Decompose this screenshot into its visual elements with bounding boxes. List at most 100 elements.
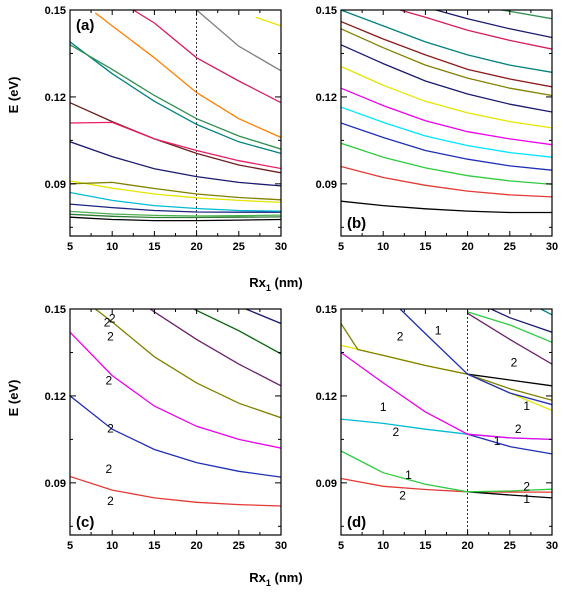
series-line xyxy=(489,309,552,333)
series-line xyxy=(341,20,552,88)
curve-label: 1 xyxy=(380,400,387,414)
series-line xyxy=(94,309,281,419)
series-line xyxy=(399,10,552,50)
series-line xyxy=(341,477,552,493)
series-line xyxy=(149,309,281,387)
x-tick-label: 15 xyxy=(419,241,431,253)
x-tick-label: 25 xyxy=(504,540,516,552)
series-line xyxy=(70,121,281,170)
curve-label: 1 xyxy=(435,324,442,338)
x-axis-title-subscript: 1 xyxy=(266,578,271,588)
y-tick-label: 0.15 xyxy=(316,5,337,17)
series-line xyxy=(70,102,281,174)
x-axis-title-subscript: 1 xyxy=(266,283,271,293)
curve-label: 2 xyxy=(105,374,112,388)
series-line xyxy=(70,395,281,478)
x-tick-label: 15 xyxy=(148,241,160,253)
curve-label: 2 xyxy=(511,356,518,370)
x-axis-title-main: Rx xyxy=(249,570,266,585)
x-tick-label: 10 xyxy=(106,540,118,552)
x-tick-label: 10 xyxy=(106,241,118,253)
x-tick-label: 20 xyxy=(190,540,202,552)
curve-label: 1 xyxy=(405,468,412,482)
x-tick-label: 25 xyxy=(233,241,245,253)
x-tick-label: 5 xyxy=(338,540,344,552)
series-line xyxy=(467,312,552,365)
series-line xyxy=(341,10,552,73)
x-tick-label: 20 xyxy=(190,241,202,253)
curve-label: 2 xyxy=(107,330,114,344)
series-line xyxy=(70,191,281,212)
series-line xyxy=(399,309,552,406)
x-tick-label: 5 xyxy=(67,241,73,253)
x-axis-title-bottom: Rx1 (nm) xyxy=(249,570,302,588)
series-line xyxy=(341,87,552,146)
x-tick-label: 10 xyxy=(377,540,389,552)
series-line xyxy=(70,203,281,213)
x-tick-label: 15 xyxy=(419,540,431,552)
plot-area xyxy=(70,10,281,236)
series-line xyxy=(244,309,281,325)
series-line xyxy=(341,65,552,129)
series-line xyxy=(70,475,281,507)
curve-label: 1 xyxy=(494,434,501,448)
plot-frame xyxy=(69,308,282,536)
x-axis-title-unit: (nm) xyxy=(271,570,303,585)
series-line xyxy=(341,344,552,412)
x-tick-label: 5 xyxy=(67,540,73,552)
y-tick-label: 0.15 xyxy=(45,5,66,17)
series-line xyxy=(539,309,552,316)
y-tick-label: 0.12 xyxy=(316,92,337,104)
y-tick-label: 0.12 xyxy=(45,391,66,403)
series-line xyxy=(255,16,281,27)
series-line xyxy=(341,122,552,171)
y-tick-label: 0.09 xyxy=(45,478,66,490)
series-line xyxy=(70,41,281,155)
panel-tag: (b) xyxy=(347,215,366,232)
series-line xyxy=(467,311,552,343)
series-line xyxy=(341,142,552,186)
x-axis-title-unit: (nm) xyxy=(271,275,303,290)
curve-label: 2 xyxy=(523,479,530,493)
x-tick-label: 30 xyxy=(546,540,558,552)
panel-b: 5 10 15 20 25 30 0.09 0.12 0.15 (b) xyxy=(316,5,559,253)
series-line xyxy=(467,373,552,387)
y-axis-title-top: E (eV) xyxy=(6,77,21,114)
curve-label: 2 xyxy=(397,330,404,344)
x-tick-label: 10 xyxy=(377,241,389,253)
series-line xyxy=(497,10,552,20)
series-line xyxy=(70,44,281,150)
series-line xyxy=(341,28,552,97)
series-line xyxy=(132,10,281,104)
curve-label: 2 xyxy=(104,316,111,330)
curve-label: 2 xyxy=(399,488,406,502)
series-line xyxy=(94,12,281,139)
curve-label: 2 xyxy=(107,494,114,508)
curve-label: 2 xyxy=(515,422,522,436)
series-line xyxy=(70,141,281,187)
y-tick-label: 0.12 xyxy=(316,391,337,403)
x-tick-label: 30 xyxy=(275,540,287,552)
x-tick-label: 15 xyxy=(148,540,160,552)
series-line xyxy=(341,106,552,158)
x-axis-title-main: Rx xyxy=(249,275,266,290)
plot-area xyxy=(341,309,552,535)
x-tick-label: 30 xyxy=(546,241,558,253)
series-line xyxy=(341,323,552,401)
x-tick-label: 5 xyxy=(338,241,344,253)
panel-tag: (d) xyxy=(347,514,366,531)
curve-label: 1 xyxy=(523,399,530,413)
y-tick-label: 0.09 xyxy=(45,179,66,191)
series-line xyxy=(70,180,281,204)
series-line xyxy=(341,165,552,198)
y-tick-label: 0.15 xyxy=(45,304,66,316)
series-line xyxy=(70,213,281,219)
curve-label: 2 xyxy=(393,425,400,439)
series-line xyxy=(341,450,552,493)
series-line xyxy=(467,491,552,499)
series-line xyxy=(341,44,552,113)
panel-a: 5 10 15 20 25 30 0.09 0.12 0.15 (a) xyxy=(45,5,288,253)
